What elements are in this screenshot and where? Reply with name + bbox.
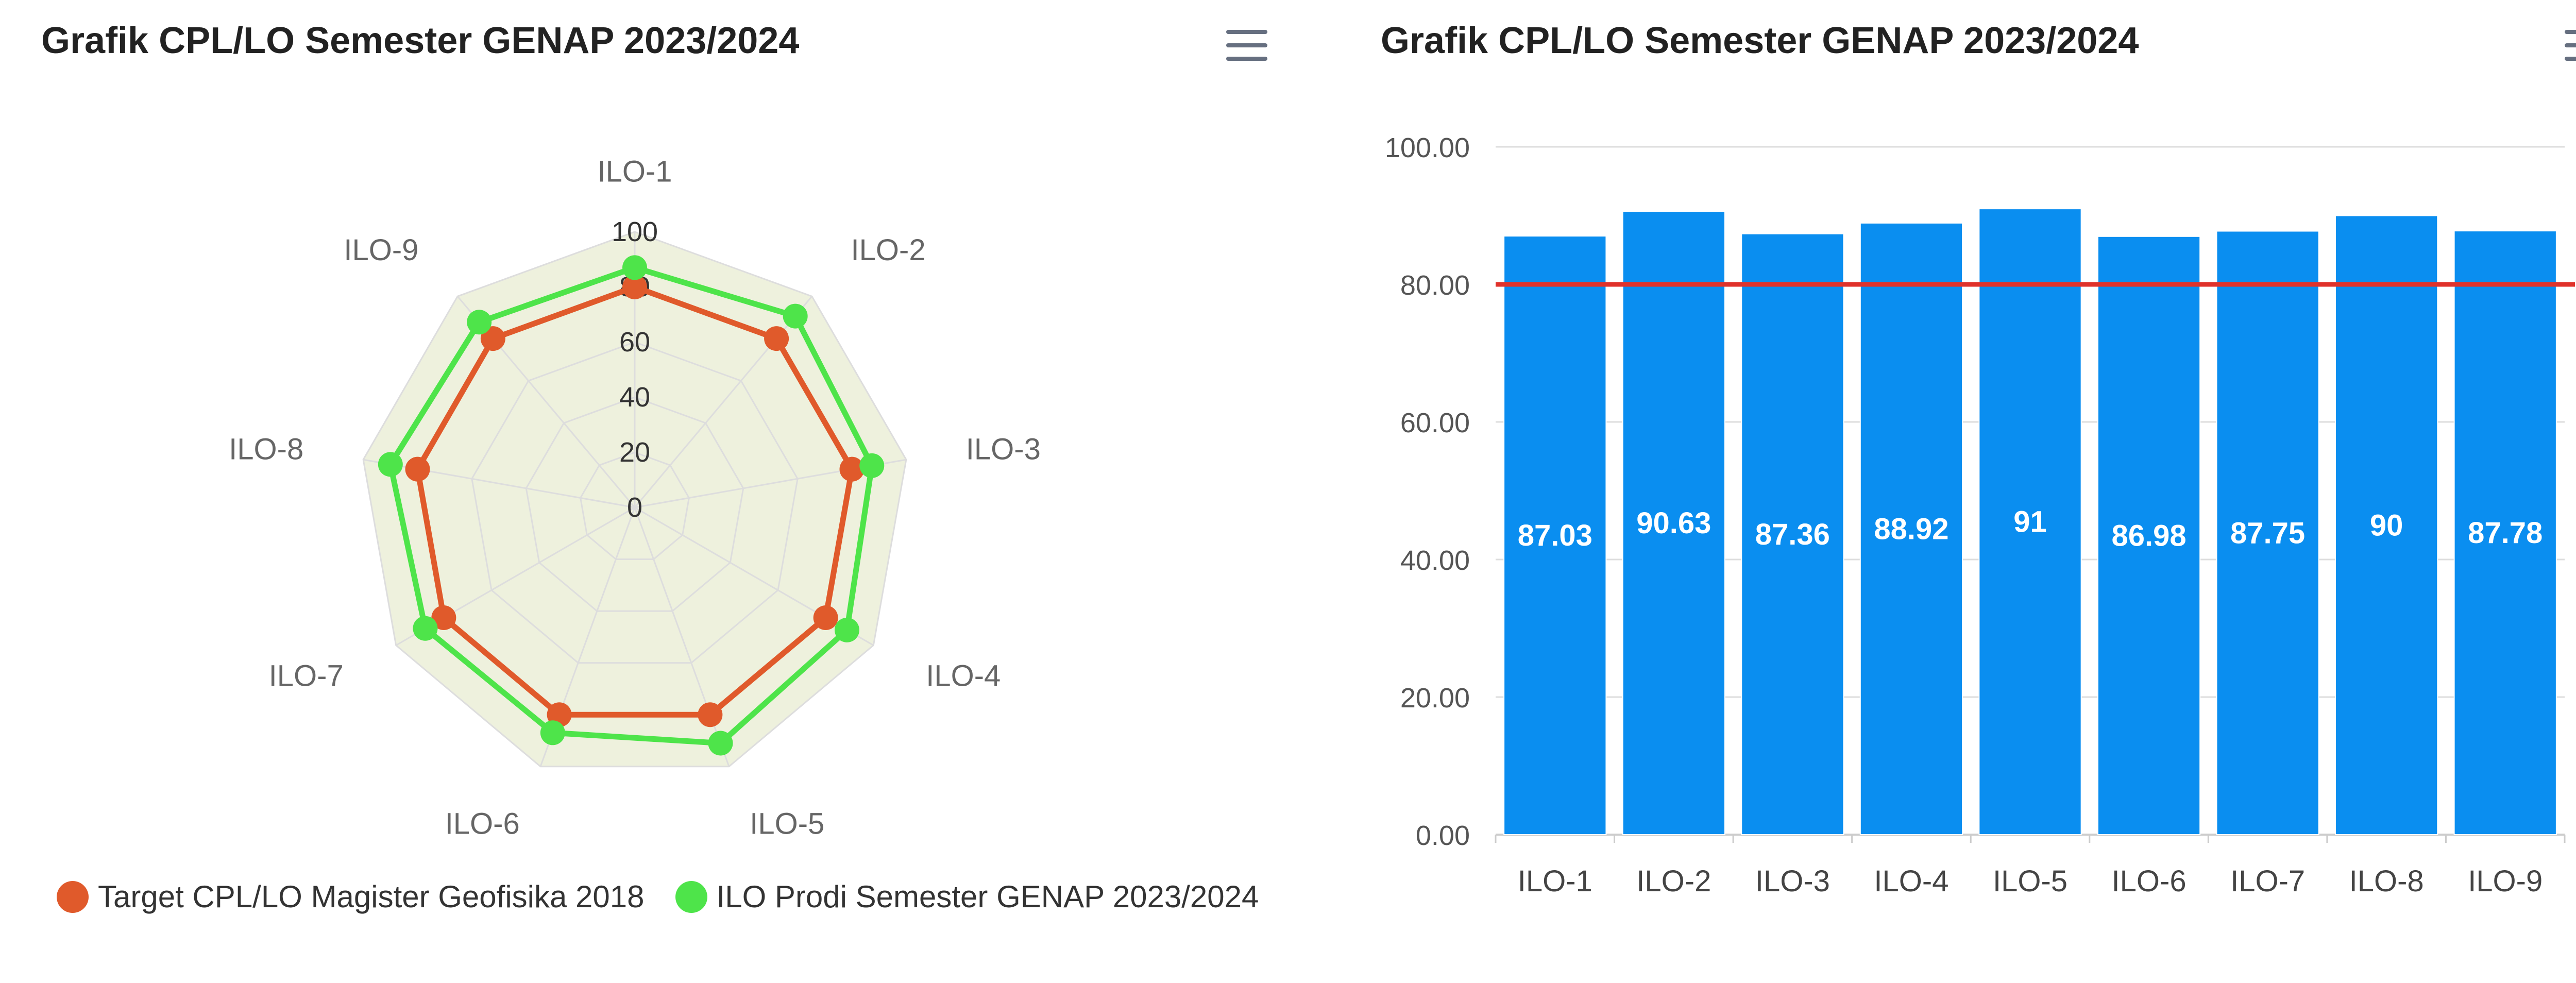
radar-axis-label-ilo-9: ILO-9 bbox=[344, 233, 418, 267]
radar-chart-menu-hamburger-icon[interactable] bbox=[1226, 30, 1267, 62]
radar-gridline-40 bbox=[525, 396, 744, 612]
y-tick-label: 40.00 bbox=[1400, 545, 1470, 576]
x-tick-label-ilo-1: ILO-1 bbox=[1518, 865, 1592, 898]
y-tick-label: 100.00 bbox=[1385, 132, 1470, 163]
radar-axis-label-ilo-8: ILO-8 bbox=[229, 433, 303, 466]
radar-point-target-ilo-9[interactable] bbox=[480, 326, 505, 351]
radar-point-actual-ilo-9[interactable] bbox=[467, 310, 492, 335]
legend-item-actual[interactable]: ILO Prodi Semester GENAP 2023/2024 bbox=[675, 879, 1259, 914]
bar-chart: 0.00 20.00 40.00 60.00 80.00 100.00 87.03 ILO-1… bbox=[1385, 132, 2575, 898]
radar-point-actual-ilo-5[interactable] bbox=[708, 731, 733, 756]
radar-point-target-ilo-5[interactable] bbox=[698, 702, 723, 727]
radar-axis-label-ilo-6: ILO-6 bbox=[445, 807, 520, 840]
bar-chart-panel: Grafik CPL/LO Semester GENAP 2023/2024 0… bbox=[1323, 0, 2576, 983]
data-label-ilo-7: 87.75 bbox=[2230, 516, 2305, 550]
radial-tick-label: 20 bbox=[619, 437, 650, 468]
legend-marker-actual bbox=[675, 880, 707, 913]
bar-ilo-7[interactable] bbox=[2216, 230, 2319, 836]
radar-point-target-ilo-4[interactable] bbox=[813, 605, 838, 630]
data-label-ilo-4: 88.92 bbox=[1874, 512, 1948, 546]
bar-chart-title: Grafik CPL/LO Semester GENAP 2023/2024 bbox=[1381, 20, 2139, 61]
bar-chart-menu-hamburger-icon[interactable] bbox=[2565, 30, 2576, 62]
y-tick-label: 0.00 bbox=[1416, 820, 1470, 851]
data-label-ilo-1: 87.03 bbox=[1518, 519, 1592, 552]
x-tick-label-ilo-4: ILO-4 bbox=[1874, 865, 1948, 898]
radial-tick-label: 40 bbox=[619, 382, 650, 413]
bar-ilo-9[interactable] bbox=[2453, 230, 2557, 836]
radar-axis-label-ilo-7: ILO-7 bbox=[269, 659, 344, 692]
radar-gridline-100 bbox=[362, 231, 907, 768]
radial-tick-label: 100 bbox=[612, 216, 658, 247]
data-label-ilo-9: 87.78 bbox=[2468, 516, 2543, 550]
radar-axis-label-ilo-5: ILO-5 bbox=[750, 807, 824, 840]
legend-label-target: Target CPL/LO Magister Geofisika 2018 bbox=[98, 879, 645, 914]
x-tick-label-ilo-2: ILO-2 bbox=[1636, 865, 1711, 898]
x-tick-label-ilo-8: ILO-8 bbox=[2349, 865, 2424, 898]
radar-point-actual-ilo-4[interactable] bbox=[834, 617, 859, 642]
radar-point-actual-ilo-3[interactable] bbox=[859, 453, 885, 478]
radar-series-line-target bbox=[415, 284, 855, 718]
bar-ilo-3[interactable] bbox=[1741, 233, 1844, 835]
radar-point-target-ilo-1[interactable] bbox=[622, 275, 647, 299]
data-label-ilo-3: 87.36 bbox=[1755, 518, 1830, 551]
radar-point-target-ilo-7[interactable] bbox=[431, 605, 456, 630]
radar-chart-title: Grafik CPL/LO Semester GENAP 2023/2024 bbox=[41, 20, 800, 61]
radar-point-target-ilo-8[interactable] bbox=[405, 456, 430, 482]
bar-ilo-1[interactable] bbox=[1503, 235, 1607, 835]
radar-axis-label-ilo-1: ILO-1 bbox=[597, 155, 672, 188]
radar-point-actual-ilo-7[interactable] bbox=[413, 616, 438, 641]
radial-tick-label: 0 bbox=[627, 492, 642, 523]
bar-ilo-5[interactable] bbox=[1978, 208, 2082, 835]
bar-ilo-8[interactable] bbox=[2335, 215, 2438, 835]
y-tick-label: 80.00 bbox=[1400, 270, 1470, 301]
radar-series-line-actual bbox=[387, 264, 875, 746]
radar-axis-label-ilo-2: ILO-2 bbox=[851, 233, 926, 267]
legend-label-actual: ILO Prodi Semester GENAP 2023/2024 bbox=[716, 879, 1259, 914]
legend-item-target[interactable]: Target CPL/LO Magister Geofisika 2018 bbox=[57, 879, 645, 914]
x-tick-label-ilo-3: ILO-3 bbox=[1755, 865, 1830, 898]
radar-point-target-ilo-2[interactable] bbox=[764, 326, 789, 351]
data-label-ilo-6: 86.98 bbox=[2111, 519, 2186, 552]
data-label-ilo-5: 91 bbox=[2013, 505, 2047, 539]
y-tick-label: 20.00 bbox=[1400, 683, 1470, 714]
x-tick-label-ilo-9: ILO-9 bbox=[2468, 865, 2543, 898]
radar-gridline-20 bbox=[580, 451, 690, 561]
radar-point-actual-ilo-8[interactable] bbox=[378, 452, 403, 477]
bar-ilo-2[interactable] bbox=[1622, 211, 1725, 836]
radar-chart-panel: Grafik CPL/LO Semester GENAP 2023/2024 0… bbox=[41, 20, 1267, 914]
radar-point-target-ilo-3[interactable] bbox=[839, 456, 865, 482]
radar-point-actual-ilo-6[interactable] bbox=[540, 720, 565, 745]
radar-point-actual-ilo-2[interactable] bbox=[783, 303, 808, 329]
x-tick-label-ilo-7: ILO-7 bbox=[2230, 865, 2305, 898]
radar-point-actual-ilo-1[interactable] bbox=[622, 255, 647, 280]
radar-chart: 020406080100ILO-1ILO-2ILO-3ILO-4ILO-5ILO… bbox=[229, 155, 1041, 840]
radial-tick-label: 60 bbox=[619, 327, 650, 358]
x-tick-label-ilo-5: ILO-5 bbox=[1993, 865, 2067, 898]
data-label-ilo-2: 90.63 bbox=[1636, 506, 1711, 540]
legend-marker-target bbox=[57, 880, 89, 913]
radar-axis-label-ilo-3: ILO-3 bbox=[966, 433, 1041, 466]
radar-axis-label-ilo-4: ILO-4 bbox=[926, 659, 1001, 692]
radar-gridline-60 bbox=[471, 341, 799, 664]
bar-ilo-6[interactable] bbox=[2097, 235, 2201, 835]
bar-ilo-4[interactable] bbox=[1859, 222, 1963, 836]
x-tick-label-ilo-6: ILO-6 bbox=[2112, 865, 2187, 898]
data-label-ilo-8: 90 bbox=[2370, 509, 2403, 542]
y-tick-label: 60.00 bbox=[1400, 408, 1470, 438]
radar-legend: Target CPL/LO Magister Geofisika 2018 IL… bbox=[57, 879, 1259, 914]
